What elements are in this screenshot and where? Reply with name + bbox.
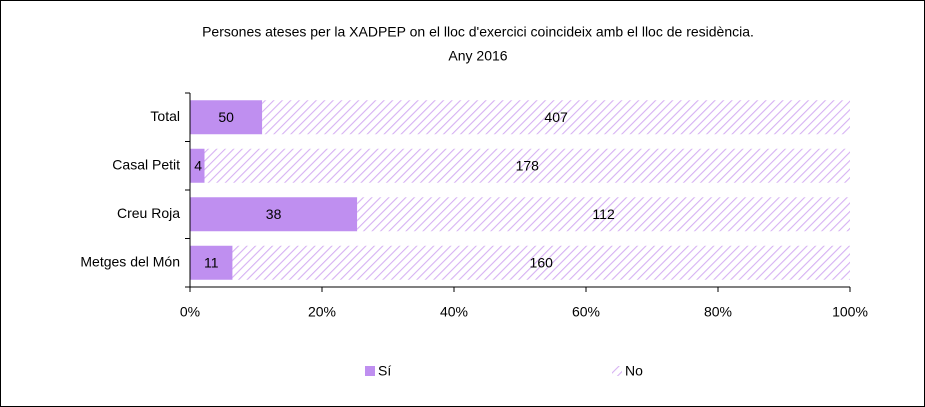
data-label: 112 — [592, 206, 615, 222]
bar-segment — [262, 100, 850, 135]
chart-title: Any 2016 — [448, 48, 507, 64]
y-tick-label: Metges del Món — [80, 253, 180, 269]
bar-segment — [190, 197, 358, 232]
bar-segment — [190, 148, 205, 183]
legend-label: Sí — [378, 363, 391, 379]
data-label: 50 — [218, 109, 234, 125]
y-tick-label: Creu Roja — [117, 205, 180, 221]
data-label: 178 — [516, 157, 540, 173]
legend-label: No — [625, 363, 643, 379]
data-label: 407 — [544, 109, 568, 125]
bar-segment — [232, 245, 850, 280]
x-tick-label: 100% — [832, 304, 868, 320]
x-tick-label: 80% — [704, 304, 732, 320]
x-tick-label: 0% — [180, 304, 200, 320]
legend-swatch — [365, 366, 375, 376]
bar-segment — [190, 100, 263, 135]
legend-swatch — [612, 366, 622, 376]
data-label: 11 — [204, 254, 219, 270]
x-tick-label: 40% — [440, 304, 468, 320]
data-label: 4 — [194, 157, 202, 173]
y-tick-label: Casal Petit — [112, 156, 180, 172]
x-tick-label: 60% — [572, 304, 600, 320]
bar-segment — [190, 245, 233, 280]
chart-title: Persones ateses per la XADPEP on el lloc… — [202, 24, 754, 40]
data-label: 160 — [530, 254, 554, 270]
x-tick-label: 20% — [308, 304, 336, 320]
bar-segment — [357, 197, 850, 232]
y-tick-label: Total — [150, 108, 180, 124]
data-label: 38 — [266, 206, 282, 222]
bar-segment — [204, 148, 850, 183]
